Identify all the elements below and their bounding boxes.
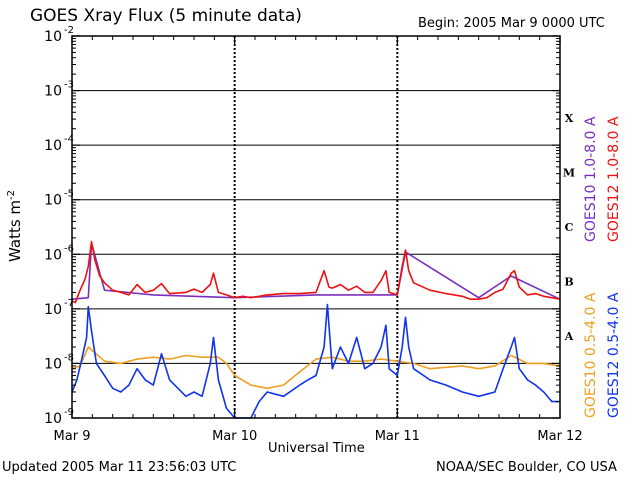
x-tick-label: Mar 11 <box>375 429 420 444</box>
y-tick-label: 10 -9 <box>44 407 74 427</box>
series-line-0 <box>71 242 561 300</box>
flare-class-a: A <box>564 330 574 343</box>
legend-goes10-short: GOES10 0.5-4.0 A <box>583 292 599 418</box>
y-tick-label: 10 -3 <box>44 80 74 100</box>
flare-class-c: C <box>565 221 574 234</box>
x-axis-ticks: Mar 9 Mar 10 Mar 11 Mar 12 <box>54 36 583 444</box>
y-tick-exponent: -9 <box>64 407 74 418</box>
legend-goes12-short: GOES12 0.5-4.0 A <box>606 292 622 418</box>
begin-time-label: Begin: 2005 Mar 9 0000 UTC <box>418 16 605 31</box>
flare-class-x: X <box>565 112 574 125</box>
x-tick-label: Mar 9 <box>54 429 91 444</box>
series-line-2 <box>71 346 561 390</box>
y-tick-exponent: -5 <box>64 189 74 200</box>
plot-frame-layer <box>71 35 561 419</box>
svg-text:10: 10 <box>44 411 62 427</box>
y-tick-exponent: -4 <box>64 134 74 145</box>
svg-text:10: 10 <box>44 356 62 372</box>
y-tick-exponent: -8 <box>64 352 74 363</box>
x-tick-label: Mar 10 <box>212 429 257 444</box>
series-line-3 <box>71 303 560 419</box>
series-layer <box>71 240 561 419</box>
y-tick-exponent: -6 <box>64 243 74 254</box>
y-tick-exponent: -3 <box>64 80 74 91</box>
plot-grid <box>72 36 560 418</box>
y-tick-label: 10 -7 <box>44 298 74 318</box>
y-tick-exponent: -7 <box>64 298 74 309</box>
flare-class-labels: A B C M X <box>563 112 575 343</box>
flare-class-b: B <box>564 276 573 289</box>
legend-goes10-long: GOES10 1.0-8.0 A <box>583 116 599 242</box>
y-tick-label: 10 -6 <box>44 243 74 263</box>
chart-title: GOES Xray Flux (5 minute data) <box>30 6 302 26</box>
y-tick-exponent: -2 <box>64 25 74 36</box>
y-axis-ticks: 10-910-810-710-610-510-410-310-2 <box>44 25 560 427</box>
legend-goes12-long: GOES12 1.0-8.0 A <box>606 116 622 242</box>
plot-frame <box>71 35 561 419</box>
x-tick-label: Mar 12 <box>537 429 582 444</box>
svg-text:10: 10 <box>44 247 62 263</box>
credit-label: NOAA/SEC Boulder, CO USA <box>436 460 617 475</box>
svg-text:10: 10 <box>44 84 62 100</box>
y-tick-label: 10 -8 <box>44 352 74 372</box>
svg-text:10: 10 <box>44 138 62 154</box>
y-tick-label: 10 -2 <box>44 25 74 45</box>
svg-text:10: 10 <box>44 302 62 318</box>
svg-text:10: 10 <box>44 193 62 209</box>
x-axis-label: Universal Time <box>268 441 365 456</box>
series-line-1 <box>71 240 561 304</box>
y-tick-label: 10 -4 <box>44 134 74 154</box>
updated-timestamp: Updated 2005 Mar 11 23:56:03 UTC <box>2 460 237 475</box>
y-tick-label: 10 -5 <box>44 189 74 209</box>
svg-text:10: 10 <box>44 29 62 45</box>
flare-class-m: M <box>563 166 575 179</box>
